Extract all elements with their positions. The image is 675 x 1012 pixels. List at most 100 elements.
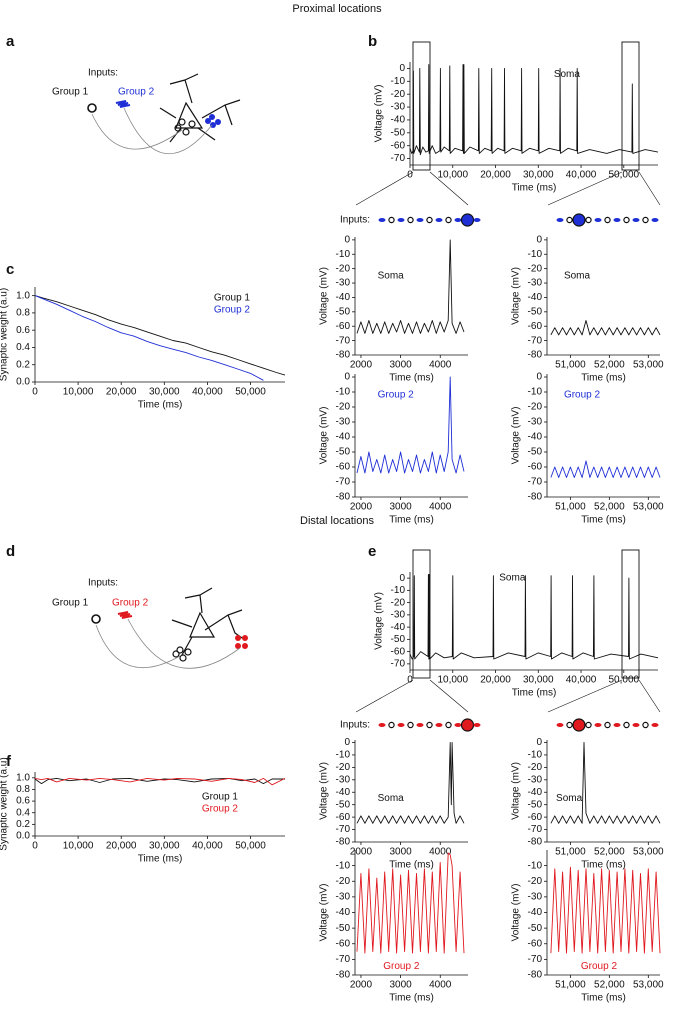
x-axis-label: Time (ms): [512, 688, 557, 699]
input-marker: [426, 721, 433, 729]
y-tick-label: -50: [336, 799, 351, 810]
annotation: Soma: [378, 793, 405, 804]
x-tick-label: 30,000: [149, 841, 180, 852]
y-tick-label: 0: [536, 372, 542, 383]
input-marker: [572, 718, 586, 732]
y-tick-label: -40: [336, 432, 351, 443]
input-marker: [473, 723, 481, 727]
input-marker: [642, 216, 649, 224]
x-tick-label: 51,000: [555, 360, 586, 371]
y-tick-label: -70: [336, 824, 351, 835]
legend-label: Group 2: [214, 305, 251, 316]
input-marker: [623, 216, 630, 224]
y-tick-label: -10: [528, 750, 543, 761]
input-marker: [556, 723, 564, 727]
x-tick-label: 10,000: [437, 675, 468, 686]
x-tick-label: 20,000: [480, 675, 511, 686]
input-marker: [572, 213, 586, 227]
y-tick-label: -50: [528, 306, 543, 317]
y-tick-label: 1.0: [16, 290, 30, 301]
x-tick-label: 3000: [389, 502, 412, 513]
y-tick-label: -40: [391, 622, 406, 633]
chart: 0 -10 -20 -30 -40 -50 -60 -70 -80 51,000 52,000 53,…: [511, 235, 664, 384]
y-tick-label: -80: [528, 350, 543, 361]
y-tick-label: -70: [391, 153, 406, 164]
trace: [356, 852, 465, 954]
chart: 0.00.20.40.60.81.00 10,000 20,000 30,000 40,…: [0, 757, 286, 865]
y-tick-label: 0: [344, 737, 350, 748]
x-axis-label: Time (ms): [512, 183, 557, 194]
x-tick-label: 2000: [350, 502, 373, 513]
chart: 0 -10 -20 -30 -40 -50 -60 -70 -80 51,000 52,000 53,…: [511, 372, 664, 526]
y-axis-label: Voltage (mV): [319, 267, 330, 325]
x-tick-label: 0: [32, 841, 38, 852]
y-tick-label: -30: [528, 892, 543, 903]
x-tick-label: 3000: [389, 980, 412, 991]
x-tick-label: 20,000: [106, 841, 137, 852]
input-marker: [454, 723, 462, 727]
y-tick-label: -30: [528, 774, 543, 785]
y-tick-label: -40: [528, 292, 543, 303]
input-marker: [585, 216, 592, 224]
y-tick-label: 0.0: [16, 377, 30, 388]
x-axis-label: Time (ms): [389, 373, 434, 384]
y-tick-label: 0.2: [16, 359, 30, 370]
y-tick-label: -50: [391, 634, 406, 645]
y-tick-label: -20: [336, 263, 351, 274]
y-tick-label: -40: [336, 787, 351, 798]
y-tick-label: -20: [336, 876, 351, 887]
y-tick-label: -40: [528, 432, 543, 443]
group-label: Group 1: [52, 598, 89, 609]
chart: -10 -20 -30 -40 -50 -60 -70 -80 51,000 52,000 53,0…: [511, 850, 664, 1004]
y-tick-label: -30: [391, 102, 406, 113]
trace: [550, 742, 661, 824]
x-tick-label: 40,000: [566, 170, 597, 181]
y-tick-label: -10: [528, 249, 543, 260]
y-axis-label: Voltage (mV): [511, 762, 522, 820]
legend-label: Group 1: [214, 293, 251, 304]
y-tick-label: -60: [528, 462, 543, 473]
y-tick-label: -80: [528, 492, 543, 503]
trace: [550, 866, 661, 954]
y-tick-label: -60: [336, 938, 351, 949]
trace: [34, 777, 285, 785]
input-marker: [651, 723, 659, 727]
y-tick-label: -60: [528, 938, 543, 949]
y-tick-label: -40: [336, 907, 351, 918]
annotation: Group 2: [383, 961, 420, 972]
y-tick-label: -80: [528, 837, 543, 848]
y-tick-label: -50: [528, 447, 543, 458]
y-tick-label: 0: [344, 235, 350, 246]
x-tick-label: 10,000: [437, 170, 468, 181]
y-tick-label: -50: [336, 447, 351, 458]
input-marker: [454, 218, 462, 222]
y-tick-label: -70: [391, 659, 406, 670]
y-tick-label: -60: [336, 812, 351, 823]
y-tick-label: -80: [336, 837, 351, 848]
trace: [550, 320, 661, 336]
x-axis-label: Time (ms): [389, 860, 434, 871]
x-tick-label: 50,000: [235, 387, 266, 398]
input-marker: [445, 216, 452, 224]
y-tick-label: 0: [399, 573, 405, 584]
y-tick-label: -60: [391, 646, 406, 657]
heading: Distal locations: [300, 515, 374, 527]
y-tick-label: -20: [528, 876, 543, 887]
y-tick-label: -30: [336, 278, 351, 289]
x-tick-label: 50,000: [608, 170, 639, 181]
input-marker: [407, 721, 414, 729]
x-axis-label: Time (ms): [389, 515, 434, 526]
input-marker: [623, 721, 630, 729]
input-marker: [556, 218, 564, 222]
y-tick-label: -70: [336, 954, 351, 965]
y-tick-label: -60: [336, 462, 351, 473]
x-tick-label: 10,000: [63, 387, 94, 398]
y-tick-label: -10: [336, 860, 351, 871]
input-marker: [397, 218, 405, 222]
chart: 0.00.20.40.60.81.00 10,000 20,000 30,000 40,…: [0, 287, 286, 411]
heading: Proximal locations: [292, 3, 382, 15]
y-axis-label: Voltage (mV): [374, 592, 385, 650]
